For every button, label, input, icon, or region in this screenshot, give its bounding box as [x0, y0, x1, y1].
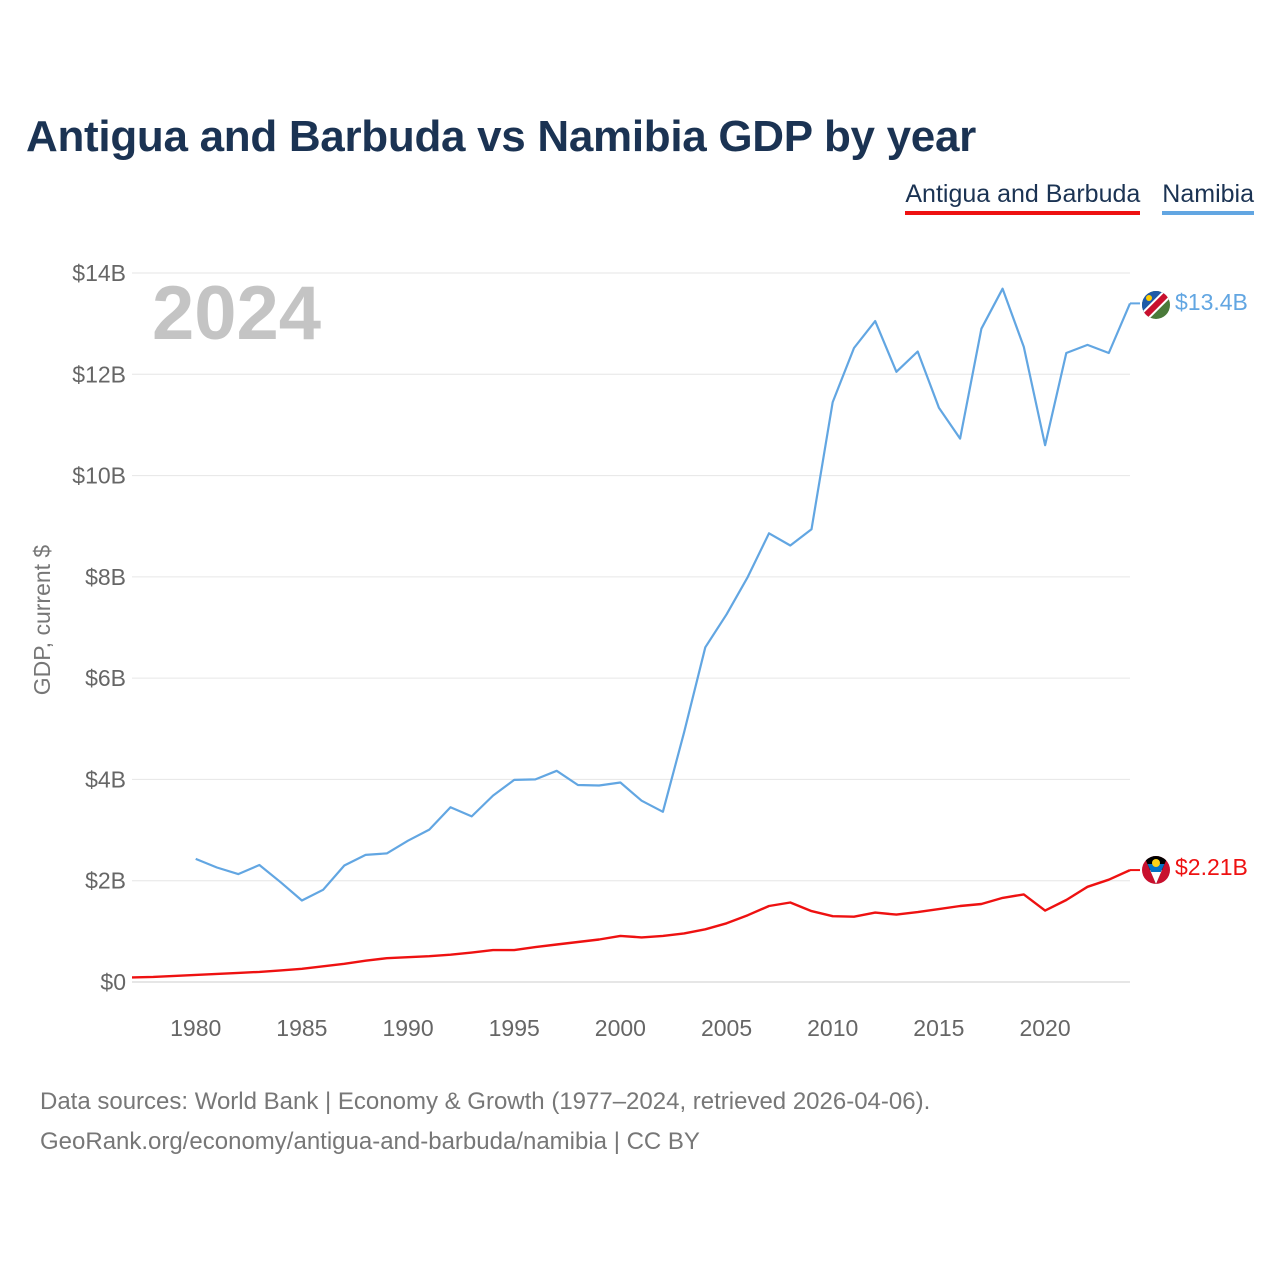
legend: Antigua and Barbuda Namibia	[905, 180, 1254, 215]
y-tick-label: $10B	[72, 463, 126, 489]
x-axis-ticks: 1980 1985 1990 1995 2000 2005 2010 2015 2020	[170, 1015, 1071, 1041]
x-tick-label: 2015	[913, 1015, 964, 1041]
y-tick-label: $6B	[85, 665, 126, 691]
legend-item-namibia[interactable]: Namibia	[1162, 180, 1254, 215]
x-tick-label: 1995	[489, 1015, 540, 1041]
y-tick-label: $2B	[85, 868, 126, 894]
grid-lines	[132, 272, 1130, 983]
x-tick-label: 1990	[382, 1015, 433, 1041]
namibia-flag-icon	[1142, 291, 1170, 319]
series-lines	[131, 287, 1140, 979]
source-line-1: Data sources: World Bank | Economy & Gro…	[40, 1088, 931, 1115]
y-tick-label: $8B	[85, 564, 126, 590]
y-axis-ticks: $0 $2B $4B $6B $8B $10B $12B $14B	[72, 260, 126, 995]
x-tick-label: 2000	[595, 1015, 646, 1041]
y-tick-label: $12B	[72, 361, 126, 387]
gdp-line-chart: $0$2B$4B$6B$8B$10B$12B$14B 1980 1985 1990 1…	[29, 260, 1248, 1041]
y-tick-label: $14B	[72, 260, 126, 286]
x-tick-label: 2005	[701, 1015, 752, 1041]
x-tick-label: 1980	[170, 1015, 221, 1041]
x-tick-label: 2020	[1019, 1015, 1070, 1041]
legend-item-antigua[interactable]: Antigua and Barbuda	[905, 180, 1141, 215]
y-tick-label: $4B	[85, 766, 126, 792]
source-line-2[interactable]: GeoRank.org/economy/antigua-and-barbuda/…	[40, 1128, 700, 1155]
series-line-antigua	[131, 869, 1131, 979]
data-source-note: Data sources: World Bank | Economy & Gro…	[40, 1082, 930, 1162]
year-label: 2024	[152, 271, 321, 356]
namibia-end-label: $13.4B	[1175, 289, 1248, 315]
y-tick-label: $0	[100, 969, 126, 995]
y-axis-label: GDP, current $	[29, 545, 55, 696]
antigua-end-label: $2.21B	[1175, 854, 1248, 880]
x-tick-label: 1985	[276, 1015, 327, 1041]
x-tick-label: 2010	[807, 1015, 858, 1041]
series-line-namibia	[195, 287, 1132, 902]
chart-title: Antigua and Barbuda vs Namibia GDP by ye…	[26, 112, 976, 161]
antigua-flag-icon	[1142, 856, 1170, 884]
